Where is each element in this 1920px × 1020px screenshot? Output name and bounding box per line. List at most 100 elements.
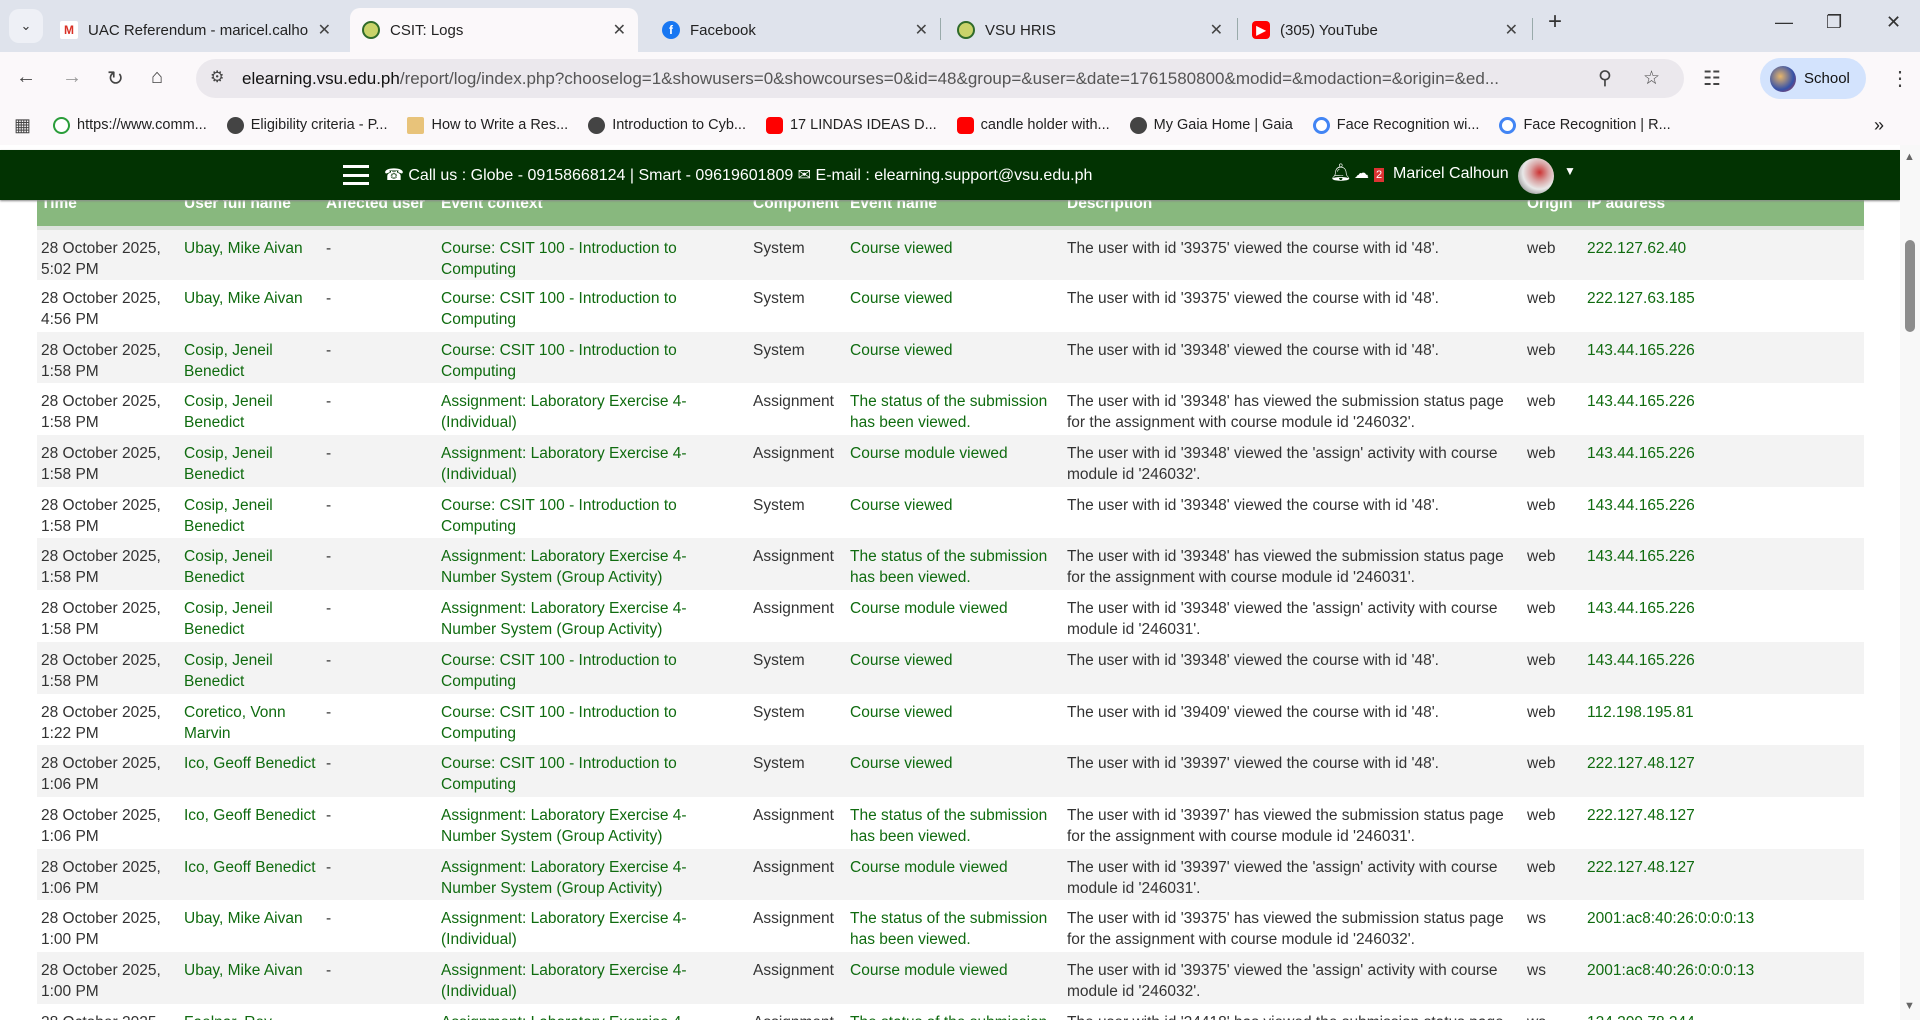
cell-user-full-name[interactable]: Faelnar, Rey xyxy=(180,1004,322,1020)
browser-menu-icon[interactable]: ⋮ xyxy=(1890,68,1910,90)
cell-event-name[interactable]: The status of the submission has been vi… xyxy=(846,538,1063,591)
avatar[interactable] xyxy=(1518,158,1554,194)
bookmark-item[interactable]: 17 LINDAS IDEAS D... xyxy=(765,116,937,134)
cell-ip-address[interactable]: 143.44.165.226 xyxy=(1587,496,1695,514)
apps-icon[interactable]: ▦ xyxy=(14,114,32,135)
cell-user-full-name[interactable]: Ico, Geoff Benedict xyxy=(180,745,322,797)
cell-user-full-name[interactable]: Ubay, Mike Aivan xyxy=(184,290,303,307)
cell-ip-address[interactable]: 222.127.48.127 xyxy=(1583,848,1864,901)
close-tab-icon[interactable]: ✕ xyxy=(1209,22,1223,39)
cell-user-full-name[interactable]: Cosip, Jeneil Benedict xyxy=(180,435,322,487)
cell-user-full-name[interactable]: Cosip, Jeneil Benedict xyxy=(180,641,322,694)
maximize-button[interactable]: ❐ xyxy=(1826,12,1843,32)
cell-event-context[interactable]: Course: CSIT 100 - Introduction to Compu… xyxy=(437,228,749,280)
cell-event-context[interactable]: Course: CSIT 100 - Introduction to Compu… xyxy=(441,496,677,535)
cell-user-full-name[interactable]: Cosip, Jeneil Benedict xyxy=(184,393,273,432)
browser-tab[interactable]: CSIT: Logs ✕ xyxy=(350,8,638,52)
bookmark-item[interactable]: My Gaia Home | Gaia xyxy=(1129,116,1293,134)
home-icon[interactable]: ⌂ xyxy=(151,66,164,88)
reload-icon[interactable]: ↻ xyxy=(107,68,124,90)
cell-user-full-name[interactable]: Ubay, Mike Aivan xyxy=(184,910,303,928)
browser-tab[interactable]: M UAC Referendum - maricel.calhoun ✕ xyxy=(48,8,343,52)
browser-tab[interactable]: VSU HRIS ✕ xyxy=(945,8,1235,52)
cell-user-full-name[interactable]: Cosip, Jeneil Benedict xyxy=(184,600,273,639)
cell-event-name[interactable]: Course module viewed xyxy=(850,600,1008,618)
cell-ip-address[interactable]: 112.198.195.81 xyxy=(1587,703,1694,721)
cell-user-full-name[interactable]: Cosip, Jeneil Benedict xyxy=(180,331,322,384)
browser-tab[interactable]: ▶ (305) YouTube ✕ xyxy=(1240,8,1530,52)
close-tab-icon[interactable]: ✕ xyxy=(914,22,928,39)
browser-tab[interactable]: f Facebook ✕ xyxy=(650,8,940,52)
bookmark-item[interactable]: https://www.comm... xyxy=(53,116,207,134)
scroll-up-icon[interactable]: ▲ xyxy=(1904,151,1915,163)
cell-event-name[interactable]: Course viewed xyxy=(846,641,1063,694)
bookmark-item[interactable]: Introduction to Cyb... xyxy=(588,116,746,134)
cell-event-name[interactable]: Course viewed xyxy=(846,331,1063,384)
cell-event-name[interactable]: Course module viewed xyxy=(846,848,1063,901)
cell-event-context[interactable]: Course: CSIT 100 - Introduction to Compu… xyxy=(441,703,677,742)
cell-user-full-name[interactable]: Ico, Geoff Benedict xyxy=(180,848,322,901)
bookmark-item[interactable]: Face Recognition | R... xyxy=(1499,116,1671,134)
cell-ip-address[interactable]: 143.44.165.226 xyxy=(1587,600,1695,618)
cell-event-context[interactable]: Assignment: Laboratory Exercise 4- (Indi… xyxy=(437,435,749,487)
cell-ip-address[interactable]: 143.44.165.226 xyxy=(1583,538,1864,591)
cell-user-full-name[interactable]: Ubay, Mike Aivan xyxy=(180,951,322,1004)
cell-event-name[interactable]: Course viewed xyxy=(846,745,1063,797)
notifications-bell-icon[interactable]: 🔔︎ xyxy=(1330,163,1352,182)
cell-event-context[interactable]: Assignment: Laboratory Exercise 4- Numbe… xyxy=(441,600,687,639)
scroll-down-icon[interactable]: ▼ xyxy=(1904,1000,1915,1012)
forward-icon[interactable]: → xyxy=(62,66,82,88)
cell-ip-address[interactable]: 222.127.62.40 xyxy=(1583,228,1864,280)
chevron-down-icon[interactable]: ▼ xyxy=(1564,164,1576,178)
cell-event-context[interactable]: Assignment: Laboratory Exercise 4- (Indi… xyxy=(441,393,687,432)
cell-user-full-name[interactable]: Coretico, Vonn Marvin xyxy=(184,703,286,742)
close-tab-icon[interactable]: ✕ xyxy=(612,22,626,39)
cell-ip-address[interactable]: 143.44.165.226 xyxy=(1583,331,1864,384)
bookmark-item[interactable]: candle holder with... xyxy=(956,116,1110,134)
zoom-icon[interactable]: ⚲ xyxy=(1598,68,1612,89)
cell-event-name[interactable]: The status of the submission has been vi… xyxy=(850,806,1048,845)
cell-user-full-name[interactable]: Ico, Geoff Benedict xyxy=(184,806,316,824)
minimize-button[interactable]: — xyxy=(1775,12,1793,32)
cell-event-context[interactable]: Course: CSIT 100 - Introduction to Compu… xyxy=(437,331,749,384)
bookmark-item[interactable]: Face Recognition wi... xyxy=(1312,116,1479,134)
cell-event-name[interactable]: Course module viewed xyxy=(846,435,1063,487)
cell-event-name[interactable]: Course viewed xyxy=(850,290,953,307)
cell-event-name[interactable]: Course viewed xyxy=(850,703,953,721)
cell-event-context[interactable]: Course: CSIT 100 - Introduction to Compu… xyxy=(437,641,749,694)
cell-user-full-name[interactable]: Cosip, Jeneil Benedict xyxy=(180,538,322,591)
cell-ip-address[interactable]: 143.44.165.226 xyxy=(1583,641,1864,694)
cell-ip-address[interactable]: 2001:ac8:40:26:0:0:0:13 xyxy=(1587,910,1755,928)
cell-event-context[interactable]: Assignment: Laboratory Exercise 4- Numbe… xyxy=(441,806,687,845)
cell-event-name[interactable]: The status of the submission has been vi… xyxy=(850,910,1048,949)
cell-event-name[interactable]: Course module viewed xyxy=(846,951,1063,1004)
scrollbar-thumb[interactable] xyxy=(1905,240,1915,332)
cell-ip-address[interactable]: 143.44.165.226 xyxy=(1583,435,1864,487)
close-window-button[interactable]: ✕ xyxy=(1886,12,1902,32)
cell-event-name[interactable]: Course viewed xyxy=(850,496,953,514)
cell-event-context[interactable]: Assignment: Laboratory Exercise 4- (Indi… xyxy=(441,910,687,949)
cell-event-name[interactable]: The status of the submission xyxy=(846,1004,1063,1020)
cell-event-context[interactable]: Course: CSIT 100 - Introduction to Compu… xyxy=(437,745,749,797)
back-icon[interactable]: ← xyxy=(16,66,36,88)
cell-ip-address[interactable]: 2001:ac8:40:26:0:0:0:13 xyxy=(1583,951,1864,1004)
cell-event-context[interactable]: Assignment: Laboratory Exercise 4- Numbe… xyxy=(437,538,749,591)
address-bar[interactable]: ⚙ elearning.vsu.edu.ph/report/log/index.… xyxy=(196,59,1684,98)
close-tab-icon[interactable]: ✕ xyxy=(317,22,331,39)
extensions-icon[interactable]: ☷ xyxy=(1703,68,1721,90)
new-tab-button[interactable]: + xyxy=(1548,8,1563,35)
cell-user-full-name[interactable]: Ubay, Mike Aivan xyxy=(180,228,322,280)
cell-ip-address[interactable]: 222.127.48.127 xyxy=(1583,745,1864,797)
cell-ip-address[interactable]: 222.127.48.127 xyxy=(1587,806,1695,824)
messages-icon[interactable]: ☁ xyxy=(1354,165,1369,182)
menu-icon[interactable] xyxy=(343,165,369,185)
cell-event-name[interactable]: Course viewed xyxy=(846,228,1063,280)
cell-event-context[interactable]: Assignment: Laboratory Exercise 4- xyxy=(437,1004,749,1020)
cell-event-context[interactable]: Course: CSIT 100 - Introduction to Compu… xyxy=(441,290,677,328)
page-scrollbar[interactable]: ▲ ▼ xyxy=(1900,145,1920,1020)
tab-search-button[interactable]: ⌄ xyxy=(9,9,43,43)
profile-button[interactable]: School xyxy=(1760,58,1866,99)
user-name[interactable]: Maricel Calhoun xyxy=(1393,165,1509,182)
cell-ip-address[interactable]: 143.44.165.226 xyxy=(1587,393,1695,411)
bookmark-star-icon[interactable]: ☆ xyxy=(1643,68,1661,89)
